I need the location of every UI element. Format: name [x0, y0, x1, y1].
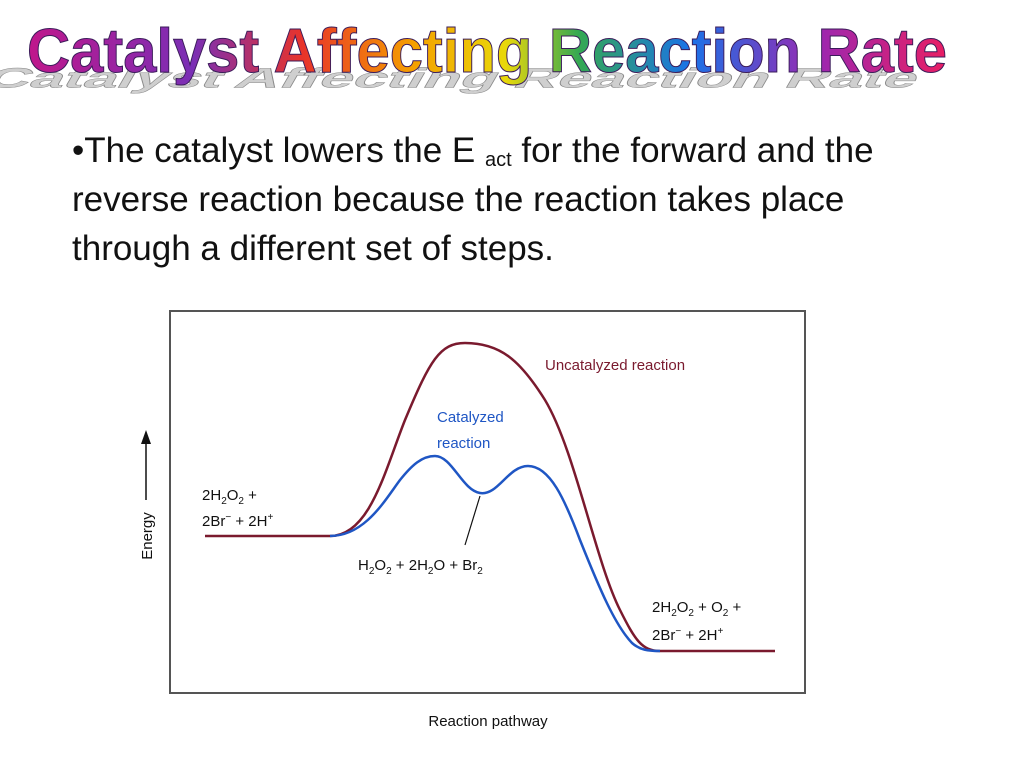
uncatalyzed-curve [205, 341, 775, 653]
catalyzed-label-line2: reaction [437, 435, 490, 452]
y-axis-label: Energy [139, 512, 156, 560]
catalyzed-label-line1: Catalyzed [437, 409, 504, 426]
uncatalyzed-label: Uncatalyzed reaction [545, 357, 685, 374]
reactants-line1: 2H2O2 + [202, 487, 257, 507]
bullet-text-end: for the forward and the reverse reaction… [72, 131, 874, 268]
bullet-text-start: The catalyst lowers the E [84, 131, 485, 170]
bullet-marker: • [72, 131, 85, 170]
slide-title: Catalyst Affecting Reaction Rate Catalys… [0, 17, 948, 94]
intermediate-pointer [464, 495, 481, 546]
products-line1: 2H2O2 + O2 + [652, 599, 741, 619]
products-line2: 2Br− + 2H+ [652, 626, 723, 644]
reactants-line2: 2Br− + 2H+ [202, 512, 273, 530]
bullet-paragraph: •The catalyst lowers the E act for the f… [72, 126, 952, 273]
x-axis-label: Reaction pathway [428, 713, 548, 730]
energy-diagram: Energy Uncatalyzed reaction Catalyzed re… [139, 310, 806, 730]
energy-arrow-head [141, 430, 151, 444]
title-shadow: Catalyst Affecting Reaction Rate [0, 63, 928, 94]
intermediate-label: H2O2 + 2H2O + Br2 [358, 557, 483, 577]
catalyzed-curve [329, 454, 661, 653]
title-text: Catalyst Affecting Reaction Rate [27, 17, 947, 86]
eact-subscript: act [485, 149, 512, 171]
diagram-frame [169, 310, 806, 694]
